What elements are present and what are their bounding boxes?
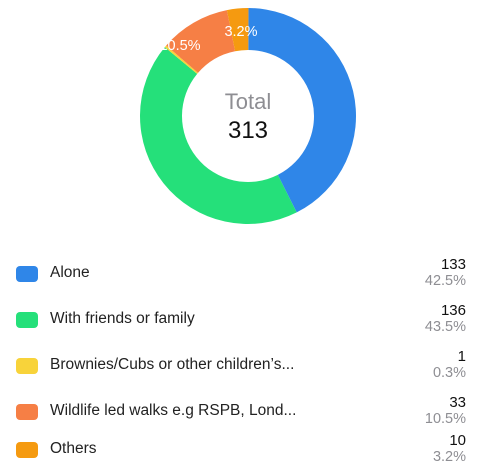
- donut-slice[interactable]: [164, 45, 199, 74]
- slice-label: 0.3: [126, 55, 146, 71]
- slice-label: 3.2%: [224, 24, 257, 40]
- legend-label: With friends or family: [50, 310, 195, 327]
- legend-count: 133: [440, 256, 466, 273]
- legend-percent: 42.5%: [424, 273, 466, 289]
- legend-item-wildlife-led-walks[interactable]: Wildlife led walks e.g RSPB, Lond... 33 …: [0, 390, 486, 430]
- legend-label: Others: [50, 440, 97, 457]
- legend-count: 10: [449, 432, 466, 449]
- legend-label: Wildlife led walks e.g RSPB, Lond...: [50, 402, 297, 419]
- slice-label: 42.5%: [359, 89, 400, 105]
- donut-slice[interactable]: [166, 10, 236, 73]
- legend-item-others[interactable]: Others 10 3.2%: [0, 428, 486, 468]
- legend-percent: 0.3%: [432, 365, 466, 381]
- total-label: Total: [225, 89, 271, 114]
- legend-label: Brownies/Cubs or other children’s...: [50, 356, 295, 373]
- donut-slice[interactable]: [226, 8, 249, 52]
- legend-count: 136: [440, 302, 466, 319]
- legend-swatch: [16, 312, 38, 328]
- legend-swatch: [16, 442, 38, 458]
- legend-percent: 43.5%: [424, 319, 466, 335]
- legend-item-brownies-cubs[interactable]: Brownies/Cubs or other children’s... 1 0…: [0, 344, 486, 384]
- legend-percent: 10.5%: [424, 411, 466, 427]
- legend-label: Alone: [50, 264, 90, 281]
- legend-percent: 3.2%: [432, 449, 466, 465]
- slice-label: 43.5%: [97, 159, 138, 175]
- donut-slice[interactable]: [248, 8, 356, 213]
- legend-swatch: [16, 404, 38, 420]
- total-value: 313: [228, 117, 268, 144]
- legend-swatch: [16, 358, 38, 374]
- legend-item-with-friends-or-family[interactable]: With friends or family 136 43.5%: [0, 298, 486, 338]
- legend-count: 1: [457, 348, 466, 365]
- legend-swatch: [16, 266, 38, 282]
- slice-label: 10.5%: [159, 38, 200, 54]
- donut-chart: 42.5% 43.5% 0.3 10.5% 3.2% Total 313: [97, 8, 401, 225]
- legend-count: 33: [449, 394, 466, 411]
- donut-slice[interactable]: [139, 47, 297, 225]
- legend-item-alone[interactable]: Alone 133 42.5%: [0, 252, 486, 292]
